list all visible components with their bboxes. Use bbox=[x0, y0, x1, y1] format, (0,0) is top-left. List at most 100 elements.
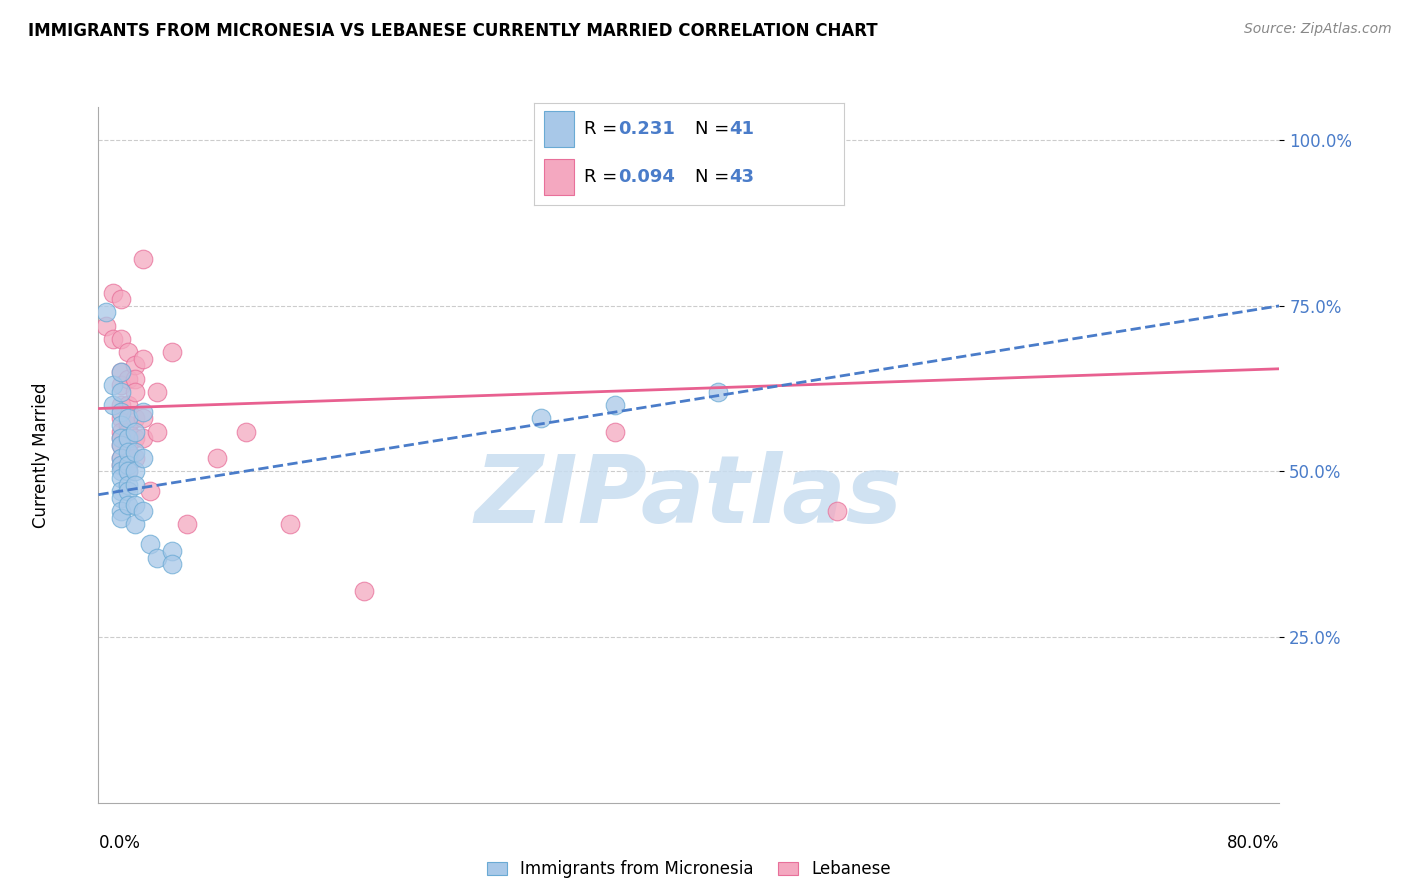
Point bbox=[117, 465, 139, 479]
Point bbox=[110, 491, 132, 505]
Point bbox=[94, 305, 117, 319]
Point bbox=[124, 359, 146, 373]
Point bbox=[124, 411, 146, 425]
Point bbox=[124, 444, 146, 458]
Point bbox=[132, 504, 155, 518]
Text: 0.231: 0.231 bbox=[617, 120, 675, 137]
Point bbox=[132, 351, 155, 366]
Point bbox=[162, 544, 183, 558]
Bar bbox=[544, 159, 575, 194]
Point bbox=[162, 558, 183, 572]
Point bbox=[124, 425, 146, 439]
Text: N =: N = bbox=[695, 168, 735, 186]
Text: 0.094: 0.094 bbox=[617, 168, 675, 186]
Point bbox=[103, 378, 125, 392]
Point bbox=[132, 405, 155, 419]
Point bbox=[110, 365, 132, 379]
Point bbox=[110, 378, 132, 392]
Point bbox=[103, 398, 125, 412]
Point bbox=[132, 411, 155, 425]
Point bbox=[117, 451, 139, 466]
Point bbox=[353, 583, 375, 598]
Point bbox=[117, 444, 139, 458]
Point bbox=[132, 431, 155, 445]
Point bbox=[124, 517, 146, 532]
Legend: Immigrants from Micronesia, Lebanese: Immigrants from Micronesia, Lebanese bbox=[479, 854, 898, 885]
Point bbox=[132, 451, 155, 466]
Point bbox=[139, 484, 162, 499]
Point bbox=[110, 484, 132, 499]
Point bbox=[110, 451, 132, 466]
Point bbox=[124, 498, 146, 512]
Point bbox=[110, 471, 132, 485]
Point bbox=[110, 425, 132, 439]
Text: N =: N = bbox=[695, 120, 735, 137]
Point bbox=[103, 285, 125, 300]
Text: R =: R = bbox=[583, 168, 623, 186]
Point bbox=[110, 458, 132, 472]
Point bbox=[110, 438, 132, 452]
Point bbox=[117, 411, 139, 425]
Text: R =: R = bbox=[583, 120, 623, 137]
Point bbox=[94, 318, 117, 333]
Point bbox=[117, 398, 139, 412]
Point bbox=[235, 425, 257, 439]
Point bbox=[176, 517, 198, 532]
Point bbox=[146, 550, 169, 565]
Point bbox=[117, 438, 139, 452]
Point bbox=[162, 345, 183, 359]
Text: 41: 41 bbox=[730, 120, 754, 137]
Point bbox=[110, 398, 132, 412]
Point bbox=[146, 384, 169, 399]
Point bbox=[117, 425, 139, 439]
Point bbox=[124, 477, 146, 491]
Point bbox=[825, 504, 848, 518]
Bar bbox=[544, 111, 575, 146]
Point bbox=[110, 418, 132, 433]
Text: 43: 43 bbox=[730, 168, 754, 186]
Point bbox=[117, 345, 139, 359]
Point bbox=[117, 465, 139, 479]
Point bbox=[117, 418, 139, 433]
Point bbox=[110, 504, 132, 518]
Point bbox=[110, 411, 132, 425]
Point bbox=[605, 398, 627, 412]
Point bbox=[530, 411, 553, 425]
Point bbox=[146, 425, 169, 439]
Point bbox=[110, 292, 132, 306]
Point bbox=[124, 384, 146, 399]
Point bbox=[110, 405, 132, 419]
Point bbox=[117, 372, 139, 386]
Point bbox=[124, 372, 146, 386]
Point bbox=[117, 484, 139, 499]
Y-axis label: Currently Married: Currently Married bbox=[32, 382, 49, 528]
Point bbox=[124, 431, 146, 445]
Point bbox=[110, 384, 132, 399]
Point bbox=[110, 438, 132, 452]
Text: Source: ZipAtlas.com: Source: ZipAtlas.com bbox=[1244, 22, 1392, 37]
Text: 80.0%: 80.0% bbox=[1227, 834, 1279, 852]
Text: IMMIGRANTS FROM MICRONESIA VS LEBANESE CURRENTLY MARRIED CORRELATION CHART: IMMIGRANTS FROM MICRONESIA VS LEBANESE C… bbox=[28, 22, 877, 40]
Point bbox=[110, 365, 132, 379]
Text: 0.0%: 0.0% bbox=[98, 834, 141, 852]
Point bbox=[139, 537, 162, 551]
Point bbox=[707, 384, 730, 399]
Point bbox=[117, 458, 139, 472]
Point bbox=[605, 425, 627, 439]
Point bbox=[110, 511, 132, 525]
Point bbox=[205, 451, 228, 466]
Point bbox=[110, 431, 132, 445]
Point bbox=[103, 332, 125, 346]
Point bbox=[124, 465, 146, 479]
Point bbox=[110, 451, 132, 466]
Point bbox=[278, 517, 302, 532]
Point bbox=[110, 458, 132, 472]
Point bbox=[124, 451, 146, 466]
Text: ZIPatlas: ZIPatlas bbox=[475, 450, 903, 542]
Point bbox=[110, 431, 132, 445]
Point bbox=[117, 477, 139, 491]
Point bbox=[117, 498, 139, 512]
Point bbox=[132, 252, 155, 267]
Point bbox=[110, 465, 132, 479]
Point bbox=[117, 431, 139, 445]
